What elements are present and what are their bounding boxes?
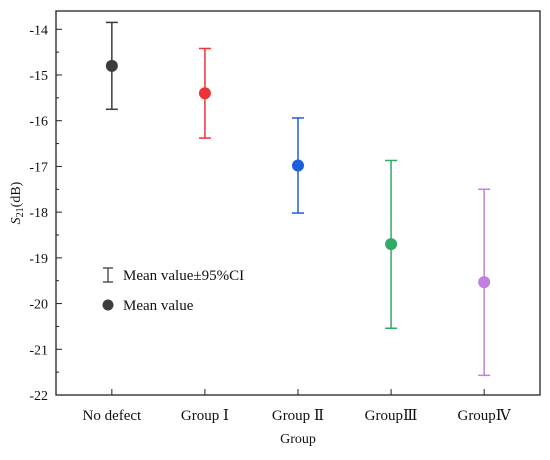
data-marks <box>105 21 491 377</box>
mean-point <box>292 159 304 172</box>
error-bar-group <box>105 21 118 111</box>
mean-point <box>385 238 398 251</box>
legend-mean-icon <box>102 299 114 311</box>
x-tick-label: GroupⅣ <box>457 408 511 424</box>
error-bar-group <box>198 47 211 139</box>
y-axis-title-sub: 21 <box>15 207 26 217</box>
y-tick-label: -19 <box>29 252 48 267</box>
y-tick-label: -16 <box>29 115 48 130</box>
y-axis-title-suffix: (dB) <box>9 181 24 207</box>
legend-mean-label: Mean value <box>123 298 194 314</box>
y-tick-label: -15 <box>29 69 48 84</box>
y-tick-label: -21 <box>29 343 48 358</box>
x-tick-label: Group Ⅰ <box>181 408 229 424</box>
y-tick-label: -14 <box>29 23 48 38</box>
x-axis-title: Group <box>280 432 316 447</box>
y-tick-label: -22 <box>29 389 48 404</box>
legend: Mean value±95%CI Mean value <box>102 267 244 314</box>
error-bar-group <box>292 117 304 214</box>
x-axis: No defect Group Ⅰ Group Ⅱ GroupⅢ GroupⅣ <box>82 389 512 424</box>
error-bar-group <box>385 159 398 330</box>
y-axis: -22 -21 -20 -19 -18 -17 -16 -15 -14 <box>29 23 62 404</box>
y-tick-label: -17 <box>29 160 48 175</box>
x-tick-label: Group Ⅱ <box>272 408 324 424</box>
error-bar-group <box>478 188 491 377</box>
legend-ci-label: Mean value±95%CI <box>123 268 244 284</box>
x-tick-label: GroupⅢ <box>365 408 418 424</box>
y-tick-label: -20 <box>29 298 48 313</box>
x-tick-label: No defect <box>82 408 142 424</box>
mean-point <box>478 276 491 289</box>
y-tick-label: -18 <box>29 206 48 221</box>
y-axis-title: S21(dB) <box>9 181 26 224</box>
mean-point <box>198 87 211 100</box>
legend-ci-icon <box>103 267 113 283</box>
y-axis-title-main: S <box>9 217 24 224</box>
mean-point <box>105 59 118 72</box>
